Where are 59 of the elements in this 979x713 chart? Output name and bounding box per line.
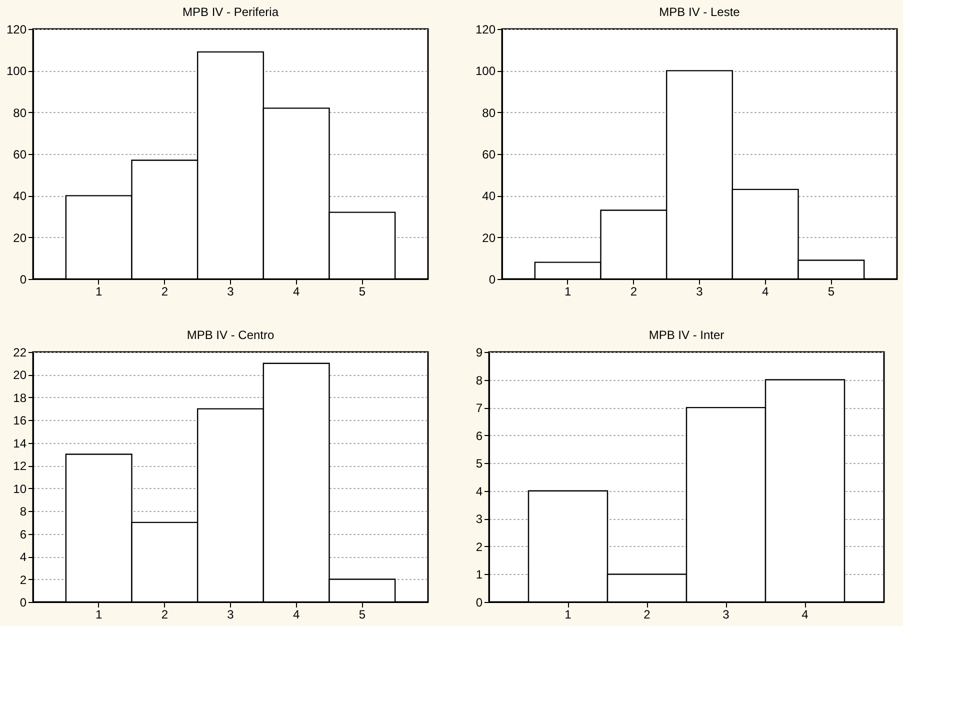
y-tick-label: 4 [20, 550, 27, 564]
x-tick-label: 1 [95, 608, 102, 622]
x-tick-label: 2 [161, 608, 168, 622]
y-tick-label: 4 [476, 484, 483, 498]
y-tick-label: 0 [476, 596, 483, 610]
y-tick-label: 60 [482, 148, 496, 162]
y-tick-label: 120 [6, 22, 27, 36]
y-tick-label: 40 [13, 189, 27, 204]
y-tick-label: 12 [13, 459, 27, 474]
chart-title: MPB IV - Periferia [182, 5, 279, 19]
y-tick-label: 20 [482, 230, 496, 245]
y-tick-label: 16 [13, 414, 27, 428]
y-tick-label: 6 [20, 527, 27, 542]
y-tick-label: 14 [13, 436, 27, 450]
x-tick-label: 3 [227, 608, 234, 622]
x-tick-label: 1 [564, 284, 572, 298]
x-tick-label: 5 [358, 284, 366, 298]
y-tick-label: 0 [20, 272, 27, 286]
y-tick-label: 20 [13, 230, 27, 245]
x-tick-label: 3 [722, 608, 730, 622]
y-tick-label: 22 [13, 346, 27, 360]
y-tick-label: 18 [13, 390, 27, 405]
x-tick-label: 4 [292, 608, 300, 622]
y-tick-label: 40 [482, 189, 496, 204]
x-tick-label: 4 [802, 608, 809, 622]
y-tick-label: 2 [476, 540, 483, 554]
y-tick-label: 0 [20, 596, 27, 610]
x-tick-label: 2 [644, 608, 651, 622]
chart-title: MPB IV - Inter [648, 328, 724, 342]
chart-title: MPB IV - Centro [186, 328, 275, 342]
x-tick-label: 5 [828, 284, 835, 298]
y-tick-label: 5 [476, 456, 483, 471]
y-tick-label: 60 [13, 148, 27, 162]
x-tick-label: 2 [161, 284, 168, 298]
chart-title: MPB IV - Leste [659, 5, 740, 19]
y-tick-label: 100 [6, 64, 27, 78]
y-tick-label: 8 [476, 373, 483, 388]
y-tick-label: 1 [476, 568, 483, 582]
y-tick-label: 100 [475, 64, 496, 78]
y-tick-label: 120 [475, 22, 496, 36]
y-tick-label: 3 [476, 512, 483, 526]
y-tick-label: 80 [482, 106, 496, 120]
x-tick-label: 1 [95, 284, 102, 298]
x-tick-label: 3 [227, 284, 234, 298]
x-tick-label: 1 [564, 608, 572, 622]
x-tick-label: 2 [630, 284, 638, 298]
y-tick-label: 6 [476, 428, 483, 443]
y-tick-label: 8 [20, 504, 27, 519]
y-tick-label: 9 [476, 346, 483, 360]
x-tick-label: 5 [358, 608, 366, 622]
y-tick-label: 0 [488, 272, 496, 286]
y-tick-label: 20 [13, 368, 27, 382]
x-tick-label: 4 [292, 284, 300, 298]
y-tick-label: 7 [476, 401, 483, 416]
x-tick-label: 3 [696, 284, 704, 298]
y-tick-label: 2 [20, 572, 27, 587]
x-tick-label: 4 [762, 284, 769, 298]
y-tick-label: 10 [13, 482, 27, 496]
y-tick-label: 80 [13, 106, 27, 120]
